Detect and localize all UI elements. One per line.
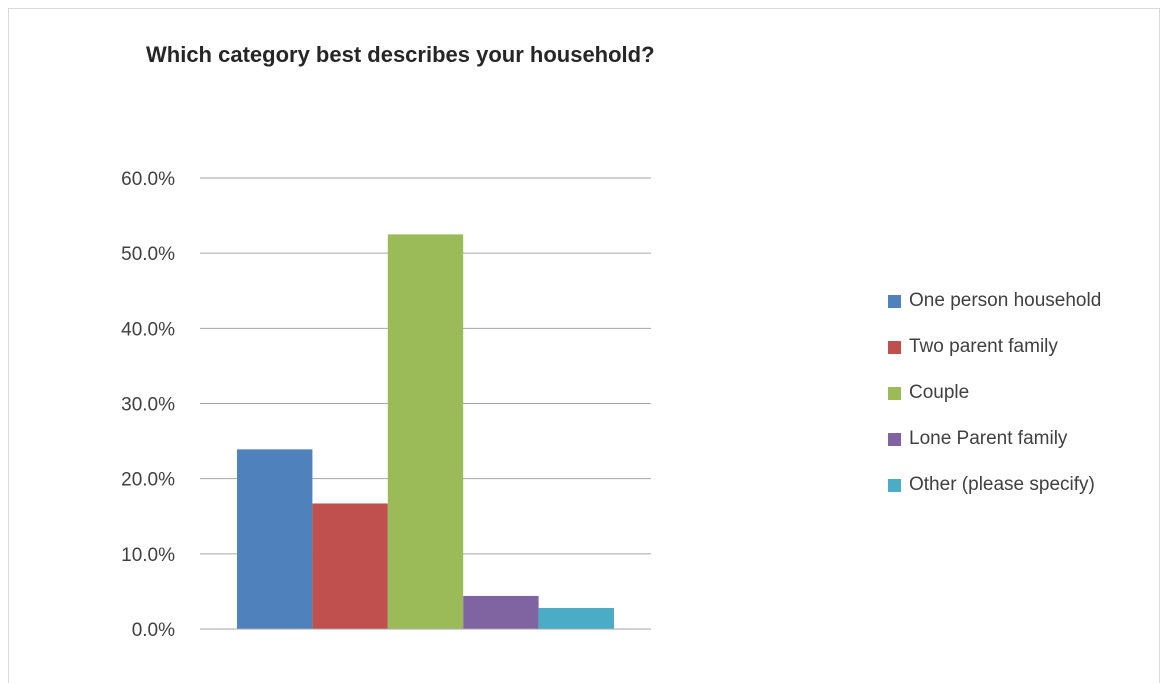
bar-other-please-specify <box>538 607 614 629</box>
legend-item: Lone Parent family <box>888 416 1101 462</box>
legend-swatch <box>888 478 901 492</box>
legend-swatch <box>888 340 901 354</box>
y-tick-label: 10.0% <box>121 545 175 566</box>
bar-one-person-household <box>237 449 313 629</box>
legend-label: Couple <box>909 382 970 403</box>
legend-label: One person household <box>909 290 1102 311</box>
legend-label: Lone Parent family <box>909 428 1068 449</box>
y-tick-label: 50.0% <box>121 244 175 265</box>
legend-item: One person household <box>888 278 1101 324</box>
chart-title: Which category best describes your house… <box>146 42 655 67</box>
legend-swatch <box>888 294 901 308</box>
legend-swatch <box>888 432 901 446</box>
y-tick-label: 20.0% <box>121 470 175 491</box>
chart-frame <box>8 8 1160 683</box>
bar-lone-parent-family <box>463 595 539 629</box>
y-tick-label: 30.0% <box>121 395 175 416</box>
y-tick-label: 60.0% <box>121 169 175 190</box>
legend-item: Two parent family <box>888 324 1101 370</box>
legend-item: Couple <box>888 370 1101 416</box>
legend-label: Other (please specify) <box>909 474 1095 495</box>
legend-swatch <box>888 386 901 400</box>
bar-two-parent-family <box>312 503 388 629</box>
y-axis-ticks: 0.0% 10.0% 20.0% 30.0% 40.0% 50.0% 60.0% <box>121 169 175 641</box>
y-tick-label: 40.0% <box>121 319 175 340</box>
legend-item: Other (please specify) <box>888 462 1101 508</box>
bars <box>237 234 614 629</box>
y-tick-label: 0.0% <box>132 620 175 641</box>
bar-couple <box>387 234 464 629</box>
legend: One person household Two parent family Cou… <box>888 278 1101 508</box>
legend-label: Two parent family <box>909 336 1058 357</box>
